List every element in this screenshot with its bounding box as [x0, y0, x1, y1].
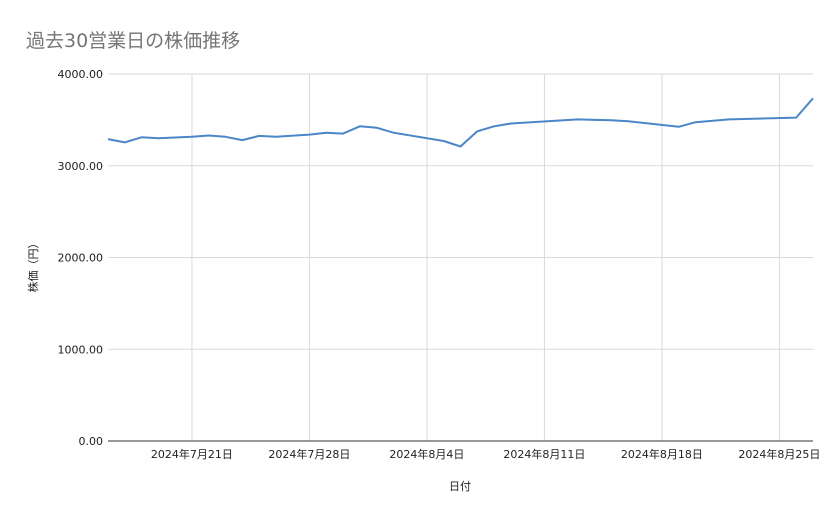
- x-tick-label: 2024年7月21日: [151, 447, 233, 461]
- y-tick-label: 2000.00: [58, 252, 104, 265]
- y-tick-labels: 0.00 1000.00 2000.00 3000.00 4000.00: [58, 68, 104, 448]
- x-tick-label: 2024年8月4日: [389, 447, 464, 461]
- y-tick-label: 3000.00: [58, 160, 104, 173]
- x-tick-label: 2024年7月28日: [268, 447, 350, 461]
- y-tick-label: 0.00: [79, 435, 104, 448]
- x-tick-label: 2024年8月25日: [738, 447, 820, 461]
- x-tick-label: 2024年8月11日: [503, 447, 585, 461]
- x-tick-labels: 2024年7月21日 2024年7月28日 2024年8月4日 2024年8月11日 2…: [151, 447, 821, 461]
- grid-lines: [108, 73, 813, 441]
- y-axis-label: 株価（円）: [26, 238, 40, 293]
- x-axis-label: 日付: [449, 480, 471, 493]
- series-lines: [107, 97, 814, 148]
- x-tick-label: 2024年8月18日: [621, 447, 703, 461]
- y-tick-label: 1000.00: [58, 343, 104, 356]
- y-tick-label: 4000.00: [58, 68, 104, 81]
- chart-title: 過去30営業日の株価推移: [26, 30, 241, 52]
- series-line: [107, 97, 814, 148]
